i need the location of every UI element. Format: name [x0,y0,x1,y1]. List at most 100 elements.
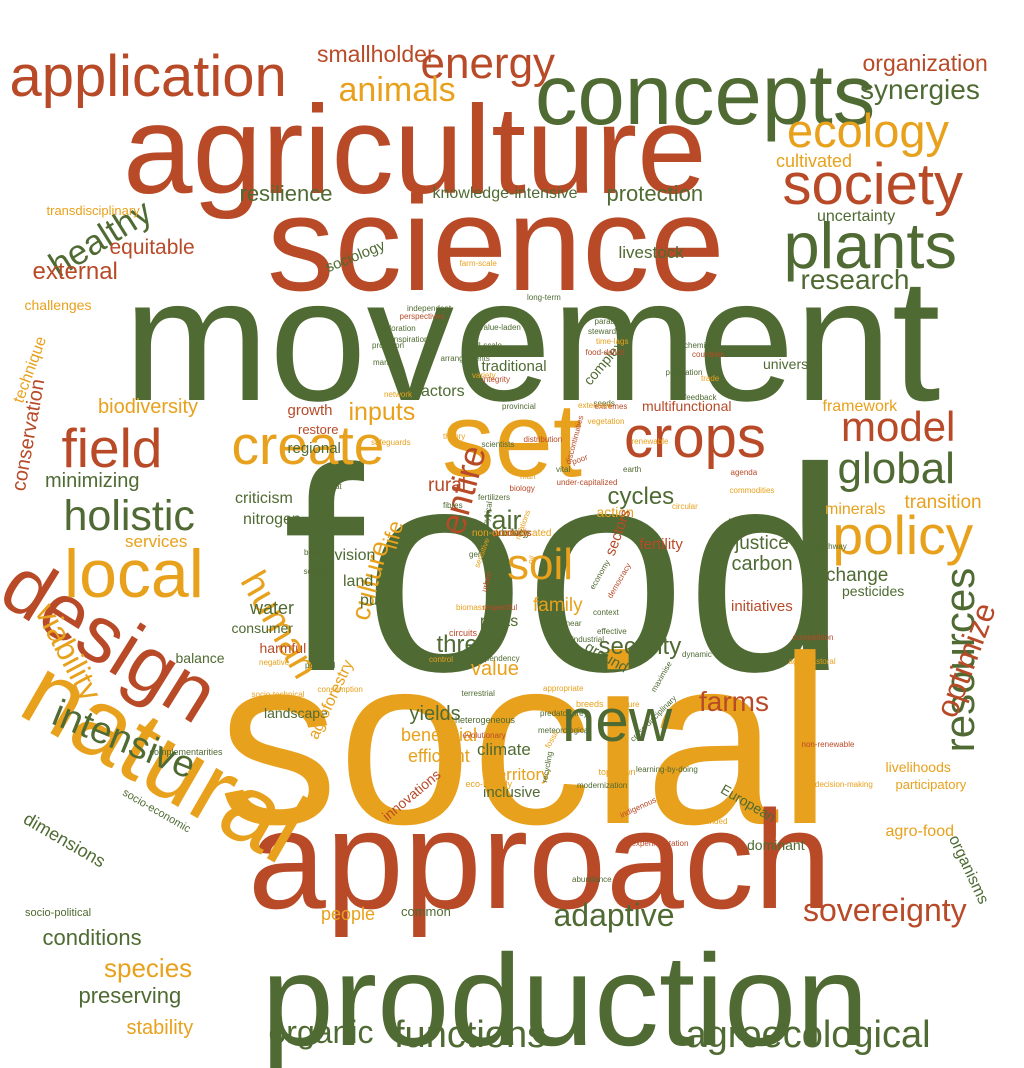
word-set: set [442,381,583,499]
word-carbon: carbon [731,553,793,575]
word-inclusive: inclusive [483,783,541,801]
word-insects: insects [448,524,474,533]
word-future: future [619,700,640,709]
word-research: research [800,264,910,295]
word-approach: approach [248,781,832,938]
word-security: security [598,633,682,660]
word-vegetation: vegetation [587,417,625,426]
word-circuits: circuits [449,627,478,638]
word-crops: crops [624,405,766,470]
word-decision-making: decision-making [815,780,873,789]
word-synergies: synergies [860,74,980,105]
word-transition: transition [904,491,982,513]
word-independent: independent [407,304,452,313]
word-model: model [841,403,956,450]
word-policy: policy [832,503,974,566]
word-industrial: industrial [572,635,605,644]
word-farm-scale: farm-scale [459,259,497,268]
word-chemical: chemical [684,341,716,350]
word-long-term: long-term [527,293,561,302]
word-yields: yields [409,703,461,725]
word-identity: identity [496,528,528,539]
word-climate: climate [477,739,531,759]
word-traditional: traditional [481,357,547,375]
word-protection: protection [606,181,704,206]
word-soil: soil [507,540,574,589]
word-breeds: breeds [576,698,604,709]
word-equitable: equitable [109,235,195,259]
word-network: network [384,390,413,399]
word-family: family [533,594,583,616]
word-scales: scales [303,567,327,576]
word-biodiversity: biodiversity [98,396,199,418]
word-livestock: livestock [618,242,684,262]
word-agro-pastoral: agro-pastoral [788,657,836,666]
word-feedback: feedback [684,393,717,402]
word-inputs: inputs [348,397,416,426]
word-trade: trade [701,374,720,383]
word-value-laden: value-laden [479,323,521,332]
word-energy: energy [420,39,556,88]
word-challenges: challenges [24,297,92,313]
word-initiatives: initiatives [731,597,793,615]
word-stability: stability [126,1017,194,1039]
word-distribution: distribution [523,435,563,444]
word-public: public [360,592,402,609]
word-production: production [261,927,869,1068]
word-agro-food: agro-food [885,823,955,840]
word-adaptive: adaptive [553,897,675,933]
word-integrity: integrity [482,375,511,384]
word-man: man [520,472,536,481]
word-vital: vital [556,465,571,474]
word-uncertainty: uncertainty [817,208,896,225]
word-pathway: pathway [817,542,847,551]
word-markets: markets [373,358,402,367]
word-three: three [436,631,492,658]
word-restore: restore [298,421,339,437]
word-biology: biology [509,484,535,493]
word-growth: growth [287,401,333,419]
word-value: value [471,658,519,680]
word-context: context [593,608,619,617]
word-water: water [250,598,295,618]
word-fair: fair [484,504,522,535]
word-movement: movement [123,242,941,438]
word-arrangements: arrangements [440,354,490,363]
word-time-lags: time-lags [596,337,629,346]
word-landscape: landscape [264,705,328,721]
word-action: action [596,504,634,520]
word-stewards: stewards [588,327,621,336]
word-under-capitalized: under-capitalized [556,478,618,487]
word-genetic: genetic [469,550,495,559]
word-scientists: scientists [481,440,515,449]
word-pesticides: pesticides [842,583,905,599]
word-population: population [665,368,703,377]
word-food: food [283,408,848,732]
word-framework: framework [822,398,898,415]
word-bottom: bottom [304,548,329,557]
word-nitrogen: nitrogen [243,511,301,528]
word-beneficial: beneficial [401,725,478,745]
word-services: services [125,531,188,551]
word-pests: pests [480,613,519,630]
word-society: society [782,152,964,217]
word-modernization: modernization [577,781,628,790]
word-new: new [562,687,673,754]
word-science: science [267,167,725,319]
word-dominant: dominant [747,837,805,853]
word-paradigm: paradigm [594,317,628,326]
word-exploration: exploration [376,324,416,333]
word-minimizing: minimizing [45,470,140,492]
word-animals: animals [338,71,456,109]
word-harmful: harmful [259,640,307,656]
word-fertilizers: fertilizers [478,493,511,502]
word-earth: earth [623,465,642,474]
word-appropriate: appropriate [543,684,584,693]
word-people: people [321,904,376,924]
word-sovereignty: sovereignty [803,892,967,928]
word-control: control [429,655,454,664]
word-preserving: preserving [78,983,182,1008]
word-plants: plants [783,208,957,282]
word-potential: potential [305,661,336,670]
word-rural: rural [428,474,467,496]
